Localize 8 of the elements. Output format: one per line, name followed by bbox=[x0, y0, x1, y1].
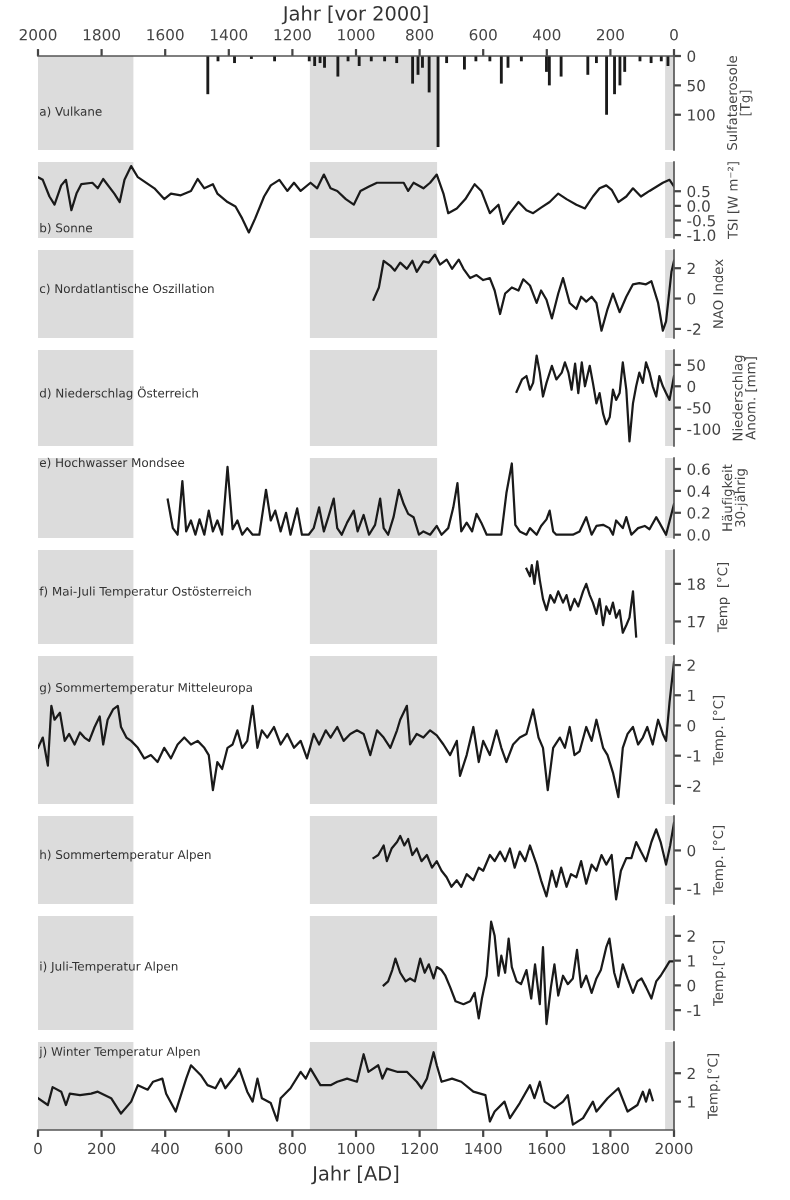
line-series bbox=[382, 920, 674, 1026]
line-series bbox=[372, 821, 674, 901]
line-series bbox=[515, 354, 674, 443]
line-series bbox=[38, 660, 674, 799]
line-series bbox=[525, 560, 638, 638]
x-axis-title: Jahr [vor 2000] bbox=[281, 5, 428, 25]
line-series bbox=[372, 253, 674, 332]
x-axis-title: Jahr [AD] bbox=[311, 1165, 399, 1185]
